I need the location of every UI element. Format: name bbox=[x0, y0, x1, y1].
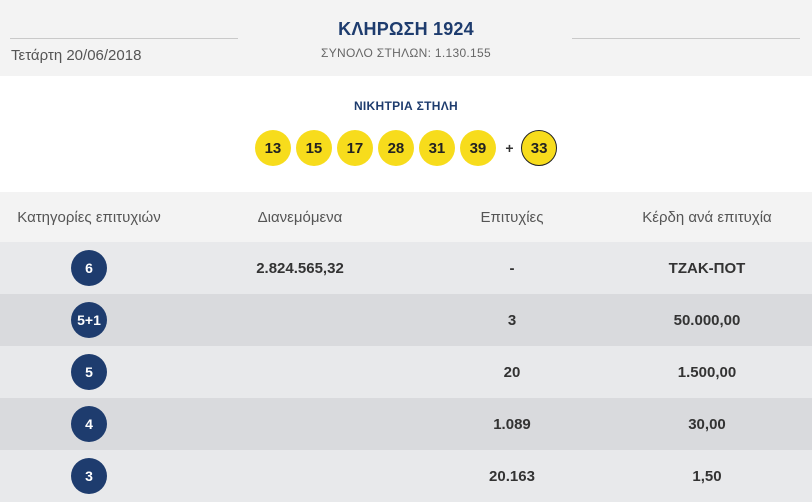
distributed-amount: 2.824.565,32 bbox=[256, 259, 344, 277]
header-prize-per-winner: Κέρδη ανά επιτυχία bbox=[642, 208, 772, 226]
winning-number-ball: 17 bbox=[336, 130, 373, 166]
bonus-number-ball: 33 bbox=[521, 130, 558, 166]
header-divider-left bbox=[10, 38, 238, 39]
winning-number-ball: 13 bbox=[254, 130, 291, 166]
winners-count: - bbox=[509, 259, 515, 277]
table-row: 4 1.089 30,00 bbox=[0, 398, 812, 450]
header-divider-right bbox=[572, 38, 800, 39]
category-badge: 6 bbox=[71, 250, 107, 286]
header-categories: Κατηγορίες επιτυχιών bbox=[17, 208, 161, 226]
prize-per-winner: 1,50 bbox=[692, 467, 722, 485]
winning-number-ball: 39 bbox=[459, 130, 496, 166]
prize-per-winner: 1.500,00 bbox=[677, 363, 737, 381]
header-winners: Επιτυχίες bbox=[480, 208, 544, 226]
winning-column-label: ΝΙΚΗΤΡΙΑ ΣΤΗΛΗ bbox=[353, 99, 459, 113]
table-row: 5+1 3 50.000,00 bbox=[0, 294, 812, 346]
winners-count: 20 bbox=[503, 363, 521, 381]
winners-count: 3 bbox=[507, 311, 517, 329]
winners-count: 1.089 bbox=[493, 415, 531, 433]
category-badge: 5+1 bbox=[71, 302, 107, 338]
prize-table: Κατηγορίες επιτυχιών Διανεμόμενα Επιτυχί… bbox=[0, 192, 812, 502]
plus-sign: + bbox=[505, 140, 514, 156]
winning-number-ball: 31 bbox=[418, 130, 455, 166]
winners-count: 20.163 bbox=[489, 467, 535, 485]
table-row: 5 20 1.500,00 bbox=[0, 346, 812, 398]
table-row: 6 2.824.565,32 - ΤΖΑΚ-ΠΟΤ bbox=[0, 242, 812, 294]
header-distributed: Διανεμόμενα bbox=[257, 208, 343, 226]
total-columns: ΣΥΝΟΛΟ ΣΤΗΛΩΝ: 1.130.155 bbox=[321, 46, 491, 60]
winning-number-ball: 28 bbox=[377, 130, 414, 166]
draw-title: ΚΛΗΡΩΣΗ 1924 bbox=[338, 19, 474, 39]
prize-per-winner: 30,00 bbox=[688, 415, 726, 433]
prize-per-winner: 50.000,00 bbox=[673, 311, 741, 329]
winning-column-section: ΝΙΚΗΤΡΙΑ ΣΤΗΛΗ 13 15 17 28 31 39 + 33 bbox=[0, 76, 812, 192]
draw-date: Τετάρτη 20/06/2018 bbox=[11, 47, 142, 64]
category-badge: 3 bbox=[71, 458, 107, 494]
prize-per-winner: ΤΖΑΚ-ΠΟΤ bbox=[668, 259, 746, 277]
draw-header: Τετάρτη 20/06/2018 ΚΛΗΡΩΣΗ 1924 ΣΥΝΟΛΟ Σ… bbox=[0, 0, 812, 76]
winning-number-ball: 15 bbox=[295, 130, 332, 166]
prize-table-header: Κατηγορίες επιτυχιών Διανεμόμενα Επιτυχί… bbox=[0, 192, 812, 242]
category-badge: 5 bbox=[71, 354, 107, 390]
category-badge: 4 bbox=[71, 406, 107, 442]
table-row: 3 20.163 1,50 bbox=[0, 450, 812, 502]
winning-numbers: 13 15 17 28 31 39 + 33 bbox=[0, 130, 812, 166]
